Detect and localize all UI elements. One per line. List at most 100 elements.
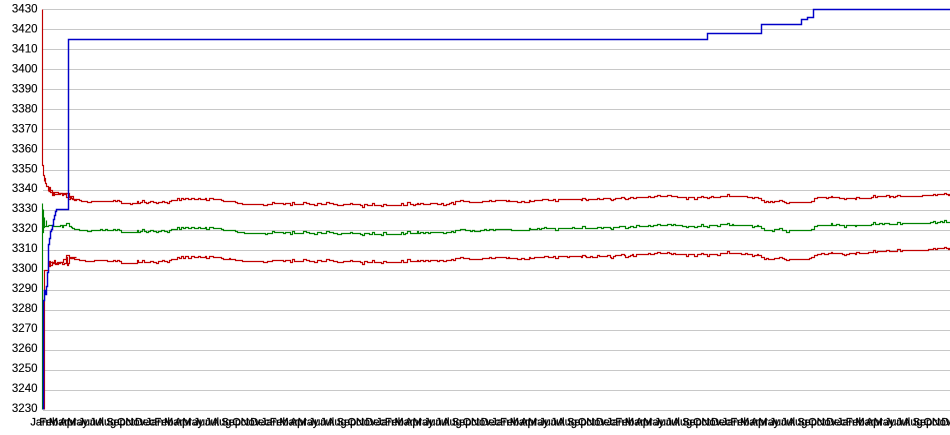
svg-text:3350: 3350 — [12, 163, 38, 175]
svg-text:Aug: Aug — [673, 417, 693, 429]
svg-text:Apr: Apr — [635, 417, 652, 429]
svg-text:Nov: Nov — [701, 417, 721, 429]
svg-text:Jul: Jul — [90, 417, 104, 429]
svg-text:Apr: Apr — [175, 417, 192, 429]
svg-text:Apr: Apr — [290, 417, 307, 429]
svg-text:May: May — [643, 417, 664, 429]
svg-text:Feb: Feb — [731, 417, 750, 429]
svg-text:May: May — [874, 417, 895, 429]
svg-text:3270: 3270 — [12, 323, 38, 335]
svg-text:3400: 3400 — [12, 63, 38, 75]
svg-text:Aug: Aug — [557, 417, 577, 429]
svg-text:3330: 3330 — [12, 203, 38, 215]
svg-text:Oct: Oct — [117, 417, 134, 429]
svg-text:Aug: Aug — [97, 417, 117, 429]
svg-text:Oct: Oct — [463, 417, 480, 429]
svg-text:Dec: Dec — [135, 417, 155, 429]
svg-text:Jul: Jul — [666, 417, 680, 429]
svg-text:Mar: Mar — [510, 417, 529, 429]
svg-text:Aug: Aug — [442, 417, 462, 429]
svg-text:3260: 3260 — [12, 343, 38, 355]
svg-text:May: May — [182, 417, 203, 429]
svg-text:Jan: Jan — [837, 417, 855, 429]
svg-text:Oct: Oct — [808, 417, 825, 429]
svg-text:Dec: Dec — [481, 417, 501, 429]
svg-text:3300: 3300 — [12, 263, 38, 275]
svg-text:Nov: Nov — [356, 417, 376, 429]
svg-text:Jun: Jun — [654, 417, 672, 429]
svg-text:Mar: Mar — [49, 417, 68, 429]
svg-text:Nov: Nov — [241, 417, 261, 429]
svg-text:Oct: Oct — [693, 417, 710, 429]
svg-text:Feb: Feb — [615, 417, 634, 429]
svg-text:Jan: Jan — [376, 417, 394, 429]
svg-text:Jul: Jul — [205, 417, 219, 429]
svg-text:Mar: Mar — [279, 417, 298, 429]
svg-text:Mar: Mar — [164, 417, 183, 429]
svg-text:Feb: Feb — [270, 417, 289, 429]
svg-text:Jun: Jun — [424, 417, 442, 429]
svg-text:Sep: Sep — [452, 417, 472, 429]
svg-text:Dec: Dec — [711, 417, 731, 429]
svg-text:3240: 3240 — [12, 383, 38, 395]
svg-text:Nov: Nov — [125, 417, 145, 429]
svg-text:Jun: Jun — [885, 417, 903, 429]
svg-text:Dec: Dec — [941, 417, 950, 429]
svg-text:Sep: Sep — [682, 417, 702, 429]
svg-text:Jul: Jul — [896, 417, 910, 429]
svg-text:3290: 3290 — [12, 283, 38, 295]
svg-text:Oct: Oct — [347, 417, 364, 429]
svg-text:Jan: Jan — [722, 417, 740, 429]
svg-text:Dec: Dec — [596, 417, 616, 429]
svg-text:Jun: Jun — [78, 417, 96, 429]
svg-text:Aug: Aug — [327, 417, 347, 429]
svg-text:Sep: Sep — [106, 417, 126, 429]
svg-text:Dec: Dec — [365, 417, 385, 429]
svg-text:May: May — [298, 417, 319, 429]
svg-text:3250: 3250 — [12, 363, 38, 375]
svg-text:Jun: Jun — [194, 417, 212, 429]
svg-text:Apr: Apr — [520, 417, 537, 429]
svg-text:Apr: Apr — [59, 417, 76, 429]
svg-text:3310: 3310 — [12, 243, 38, 255]
svg-text:Jan: Jan — [491, 417, 509, 429]
svg-text:Jun: Jun — [770, 417, 788, 429]
svg-text:Sep: Sep — [797, 417, 817, 429]
svg-text:Aug: Aug — [788, 417, 808, 429]
svg-text:May: May — [67, 417, 88, 429]
svg-text:Feb: Feb — [155, 417, 174, 429]
svg-text:Nov: Nov — [471, 417, 491, 429]
svg-text:3340: 3340 — [12, 183, 38, 195]
svg-text:Jul: Jul — [320, 417, 334, 429]
svg-text:Feb: Feb — [39, 417, 58, 429]
svg-text:Sep: Sep — [913, 417, 933, 429]
svg-text:Nov: Nov — [817, 417, 837, 429]
svg-text:Mar: Mar — [855, 417, 874, 429]
svg-text:Oct: Oct — [578, 417, 595, 429]
svg-text:3280: 3280 — [12, 303, 38, 315]
svg-text:Apr: Apr — [866, 417, 883, 429]
svg-text:Dec: Dec — [250, 417, 270, 429]
svg-text:Jan: Jan — [606, 417, 624, 429]
svg-text:May: May — [413, 417, 434, 429]
svg-text:Jun: Jun — [309, 417, 327, 429]
svg-text:Sep: Sep — [337, 417, 357, 429]
svg-text:Oct: Oct — [923, 417, 940, 429]
svg-text:Mar: Mar — [625, 417, 644, 429]
svg-text:3370: 3370 — [12, 123, 38, 135]
svg-text:Dec: Dec — [826, 417, 846, 429]
svg-text:Feb: Feb — [385, 417, 404, 429]
svg-text:3360: 3360 — [12, 143, 38, 155]
svg-text:3420: 3420 — [12, 23, 38, 35]
svg-text:Jul: Jul — [435, 417, 449, 429]
svg-text:Jul: Jul — [551, 417, 565, 429]
svg-text:3320: 3320 — [12, 223, 38, 235]
svg-text:Apr: Apr — [751, 417, 768, 429]
svg-text:Aug: Aug — [903, 417, 923, 429]
svg-text:3390: 3390 — [12, 83, 38, 95]
svg-text:Oct: Oct — [232, 417, 249, 429]
svg-text:Apr: Apr — [405, 417, 422, 429]
svg-text:Nov: Nov — [586, 417, 606, 429]
svg-text:Feb: Feb — [500, 417, 519, 429]
svg-text:Aug: Aug — [212, 417, 232, 429]
